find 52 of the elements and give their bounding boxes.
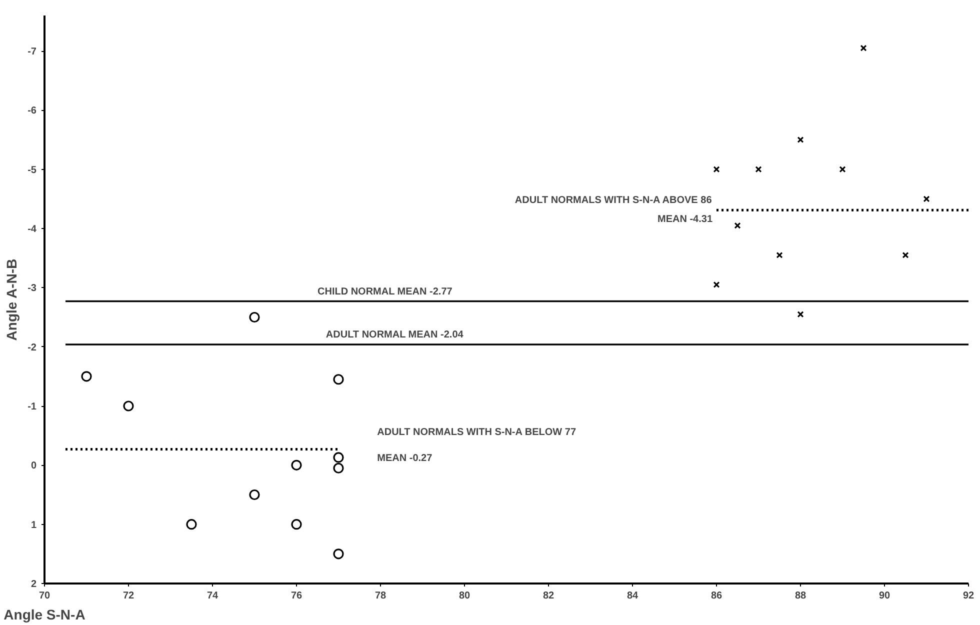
x-tick-label: 92 bbox=[962, 590, 974, 602]
y-tick-label: -1 bbox=[28, 402, 37, 412]
y-tick-label: -6 bbox=[28, 106, 37, 117]
point bbox=[755, 166, 762, 173]
x-tick-label: 74 bbox=[206, 590, 218, 602]
x-tick-label: 78 bbox=[374, 590, 386, 602]
point bbox=[186, 519, 197, 530]
point bbox=[249, 489, 260, 500]
x-axis-title: Angle S-N-A bbox=[4, 606, 86, 622]
x-tick-label: 88 bbox=[794, 590, 806, 602]
point bbox=[333, 462, 344, 474]
point bbox=[776, 252, 783, 258]
point bbox=[123, 400, 134, 412]
x-tick-label: 76 bbox=[290, 590, 302, 602]
point bbox=[713, 281, 720, 288]
point bbox=[249, 312, 260, 323]
point bbox=[902, 252, 909, 258]
annotation: ADULT NORMALS WITH S-N-A ABOVE 86 bbox=[514, 195, 712, 206]
point bbox=[291, 519, 302, 530]
point bbox=[797, 136, 804, 144]
x-tick-label: 86 bbox=[710, 590, 722, 602]
x-tick-label: 72 bbox=[122, 590, 134, 602]
point bbox=[291, 460, 302, 470]
y-tick-label: 1 bbox=[30, 520, 37, 531]
y-axis-title: Angle A-N-B bbox=[4, 258, 20, 341]
point bbox=[81, 371, 92, 382]
annotation: ADULT NORMALS WITH S-N-A BELOW 77 bbox=[377, 426, 576, 438]
point bbox=[797, 311, 804, 318]
y-tick-label: -2 bbox=[28, 342, 37, 354]
x-tick-label: 80 bbox=[458, 590, 470, 602]
point bbox=[333, 452, 344, 463]
x-tick-label: 82 bbox=[542, 590, 554, 602]
annotation: CHILD NORMAL MEAN -2.77 bbox=[318, 286, 453, 298]
y-tick-label: -3 bbox=[28, 283, 37, 294]
y-tick-label: -4 bbox=[28, 224, 37, 235]
x-tick-label: 70 bbox=[38, 590, 50, 602]
point bbox=[839, 166, 846, 173]
annotation: MEAN -4.31 bbox=[657, 214, 713, 226]
y-tick-label: -7 bbox=[28, 46, 37, 58]
point bbox=[860, 44, 867, 52]
y-tick-label: -5 bbox=[28, 164, 37, 176]
annotation: ADULT NORMAL MEAN -2.04 bbox=[326, 329, 464, 340]
y-tick-label: 0 bbox=[30, 460, 37, 472]
x-tick-label: 90 bbox=[878, 590, 890, 602]
point bbox=[333, 548, 344, 560]
point bbox=[333, 374, 344, 385]
point bbox=[734, 222, 741, 229]
y-tick-label: 2 bbox=[30, 579, 37, 590]
annotation: MEAN -0.27 bbox=[377, 453, 433, 464]
point bbox=[923, 196, 930, 202]
point bbox=[713, 166, 720, 173]
x-tick-label: 84 bbox=[626, 590, 638, 602]
